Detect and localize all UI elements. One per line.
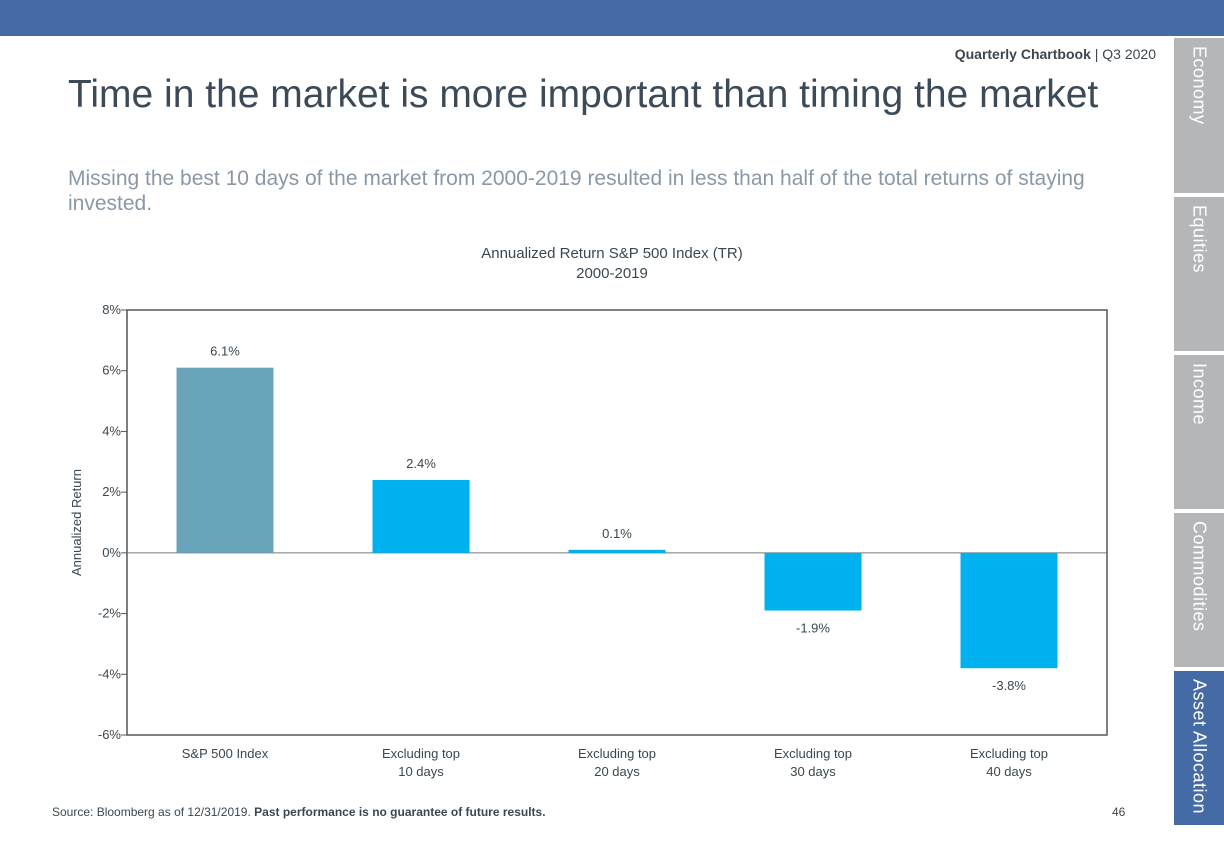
- x-tick-label: Excluding top: [578, 746, 656, 761]
- bar-data-label: 6.1%: [210, 344, 240, 359]
- tab-asset-allocation[interactable]: Asset Allocation: [1174, 671, 1224, 825]
- y-tick-label: -2%: [98, 606, 122, 621]
- plot-area: [126, 309, 1108, 736]
- page-title: Time in the market is more important tha…: [68, 73, 1099, 116]
- x-tick-label: Excluding top: [382, 746, 460, 761]
- bar-chart: Annualized Return S&P 500 Index (TR) 2000…: [69, 245, 1108, 779]
- tab-commodities[interactable]: Commodities: [1174, 513, 1224, 667]
- source-text: Source: Bloomberg as of 12/31/2019.: [52, 805, 255, 819]
- bar: [764, 552, 862, 611]
- tab-asset-allocation-label: Asset Allocation: [1189, 679, 1210, 815]
- tab-income-label: Income: [1189, 363, 1210, 426]
- chart-title: Annualized Return S&P 500 Index (TR): [481, 245, 743, 262]
- bar-data-label: 0.1%: [602, 526, 632, 541]
- x-tick-label: Excluding top: [774, 746, 852, 761]
- x-tick-label: Excluding top: [970, 746, 1048, 761]
- quarter-label: Q3 2020: [1102, 46, 1156, 62]
- y-tick-label: -4%: [98, 666, 122, 681]
- y-axis-label: Annualized Return: [69, 469, 84, 576]
- tab-economy-label: Economy: [1189, 46, 1210, 125]
- page-number: 46: [1112, 805, 1126, 819]
- x-tick-label: 30 days: [790, 764, 836, 779]
- bar: [568, 549, 666, 553]
- chartbook-label: Quarterly Chartbook: [954, 46, 1091, 62]
- tab-equities-label: Equities: [1189, 205, 1210, 274]
- y-tick-label: 8%: [102, 302, 121, 317]
- section-tabs: Economy Equities Income Commodities Asse…: [1174, 38, 1224, 829]
- chartbook-header: Quarterly Chartbook | Q3 2020: [955, 46, 1156, 62]
- tab-commodities-label: Commodities: [1189, 521, 1210, 632]
- y-tick-label: 2%: [102, 484, 121, 499]
- bar: [176, 367, 274, 553]
- bar-data-label: -1.9%: [796, 621, 830, 636]
- x-tick-label: 20 days: [594, 764, 640, 779]
- tab-income[interactable]: Income: [1174, 355, 1224, 509]
- disclaimer-text: Past performance is no guarantee of futu…: [254, 805, 546, 819]
- tab-equities[interactable]: Equities: [1174, 197, 1224, 351]
- y-tick-label: 0%: [102, 545, 121, 560]
- bar-data-label: 2.4%: [406, 456, 436, 471]
- y-tick-label: -6%: [98, 727, 122, 742]
- page-subtitle: Missing the best 10 days of the market f…: [68, 167, 1085, 215]
- bar: [372, 480, 470, 553]
- y-tick-label: 6%: [102, 363, 121, 378]
- bar: [960, 552, 1058, 669]
- x-tick-label: S&P 500 Index: [182, 746, 269, 761]
- top-banner: [0, 0, 1224, 36]
- x-tick-label: 10 days: [398, 764, 444, 779]
- x-tick-label: 40 days: [986, 764, 1032, 779]
- bar-data-label: -3.8%: [992, 678, 1026, 693]
- tab-economy[interactable]: Economy: [1174, 38, 1224, 193]
- header-separator: |: [1090, 46, 1103, 62]
- chart-subtitle: 2000-2019: [576, 265, 648, 282]
- y-tick-label: 4%: [102, 423, 121, 438]
- footer-source: Source: Bloomberg as of 12/31/2019. Past…: [52, 805, 546, 819]
